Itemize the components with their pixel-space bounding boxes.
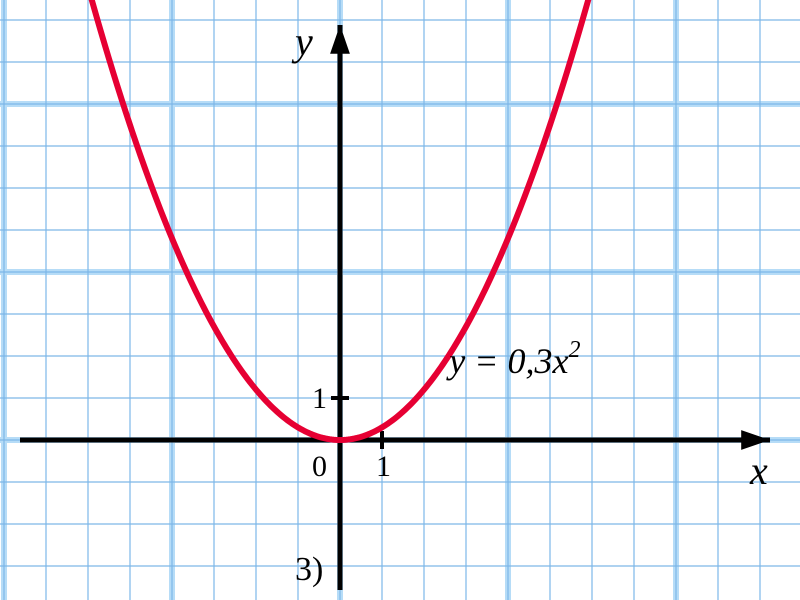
axes (20, 25, 770, 590)
figure-caption: 3) (295, 551, 323, 588)
origin-label: 0 (312, 450, 327, 483)
y-tick-1-label: 1 (312, 382, 327, 415)
chart-container: y x 0 1 1 y = 0,3x2 3) (0, 0, 800, 600)
parabola-chart: y x 0 1 1 y = 0,3x2 3) (0, 0, 800, 600)
y-axis-label: y (291, 19, 313, 64)
equation-label: y = 0,3x2 (446, 337, 580, 381)
x-axis-arrow (741, 430, 770, 450)
y-axis-arrow (330, 25, 350, 54)
x-tick-1-label: 1 (376, 450, 391, 483)
x-axis-label: x (749, 448, 768, 493)
